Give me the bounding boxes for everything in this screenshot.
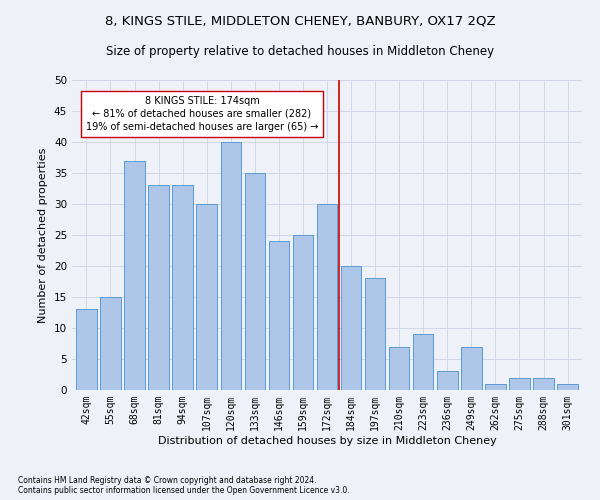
Bar — [124, 160, 145, 390]
Bar — [389, 346, 409, 390]
Bar — [221, 142, 241, 390]
Text: Contains public sector information licensed under the Open Government Licence v3: Contains public sector information licen… — [18, 486, 350, 495]
Text: Size of property relative to detached houses in Middleton Cheney: Size of property relative to detached ho… — [106, 45, 494, 58]
Bar — [365, 278, 385, 390]
Bar — [269, 241, 289, 390]
Bar — [172, 186, 193, 390]
Bar — [557, 384, 578, 390]
Bar — [293, 235, 313, 390]
Bar — [437, 372, 458, 390]
Bar — [461, 346, 482, 390]
Bar — [245, 173, 265, 390]
Bar — [148, 186, 169, 390]
Bar — [100, 297, 121, 390]
Text: Contains HM Land Registry data © Crown copyright and database right 2024.: Contains HM Land Registry data © Crown c… — [18, 476, 317, 485]
Y-axis label: Number of detached properties: Number of detached properties — [38, 148, 49, 322]
Bar — [76, 310, 97, 390]
Bar — [196, 204, 217, 390]
Text: 8, KINGS STILE, MIDDLETON CHENEY, BANBURY, OX17 2QZ: 8, KINGS STILE, MIDDLETON CHENEY, BANBUR… — [104, 15, 496, 28]
Text: 8 KINGS STILE: 174sqm
← 81% of detached houses are smaller (282)
19% of semi-det: 8 KINGS STILE: 174sqm ← 81% of detached … — [86, 96, 318, 132]
Bar — [341, 266, 361, 390]
Bar — [509, 378, 530, 390]
Bar — [317, 204, 337, 390]
Bar — [413, 334, 433, 390]
Bar — [485, 384, 506, 390]
Bar — [533, 378, 554, 390]
X-axis label: Distribution of detached houses by size in Middleton Cheney: Distribution of detached houses by size … — [158, 436, 496, 446]
